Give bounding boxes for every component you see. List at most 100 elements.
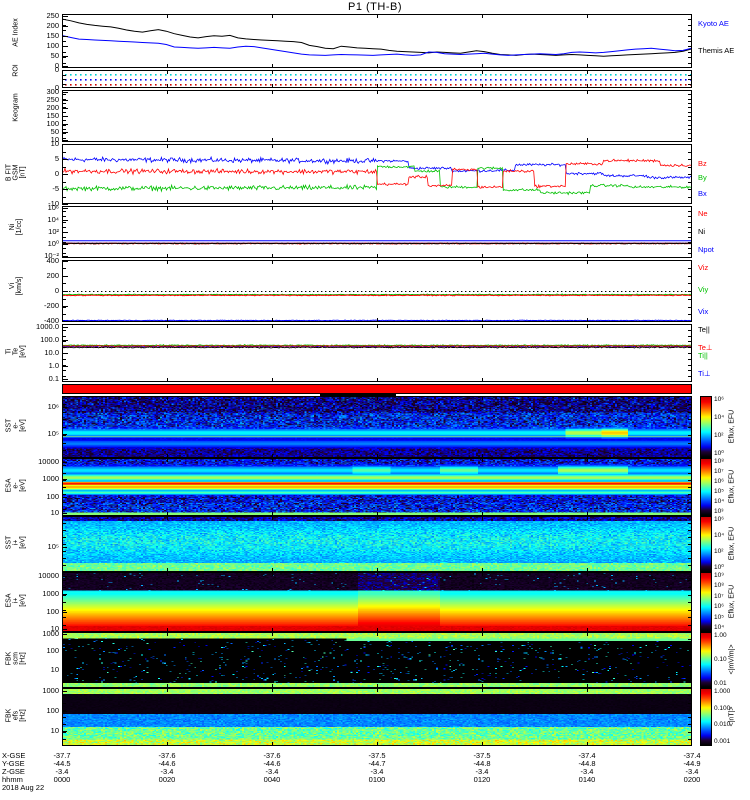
axis-tick	[272, 516, 273, 520]
axis-tick	[377, 572, 378, 576]
x-axis-tick-value: -3.4	[55, 767, 69, 776]
axis-tick	[688, 530, 692, 531]
x-axis-tick-value: -44.8	[473, 759, 491, 768]
axis-tick	[62, 558, 66, 559]
axis-tick	[688, 646, 692, 647]
axis-tick	[688, 365, 692, 366]
x-axis-tick-value: -37.5	[473, 751, 491, 760]
axis-tick	[167, 14, 168, 18]
axis-tick	[482, 200, 483, 204]
axis-tick	[688, 695, 692, 696]
axis-tick	[167, 206, 168, 210]
colorbar-tick-label: 10³	[714, 508, 724, 515]
axis-tick	[587, 568, 588, 572]
y-tick-label: 1000	[42, 629, 59, 638]
colorbar-tick-label: 10⁶	[714, 478, 724, 485]
y-tick-label: 10.0	[44, 348, 59, 357]
y-tick-label: 10⁶	[47, 402, 59, 411]
axis-tick	[587, 516, 588, 520]
axis-tick	[482, 14, 483, 18]
axis-tick	[688, 336, 692, 337]
axis-tick	[62, 465, 66, 466]
x-axis-tick-value: -44.9	[683, 759, 701, 768]
colorbar-tick-label: 10⁰	[714, 564, 724, 571]
axis-tick	[272, 688, 273, 692]
axis-tick	[272, 206, 273, 210]
axis-tick	[62, 587, 66, 588]
axis-tick	[62, 232, 68, 233]
x-axis-tick-value: -37.4	[578, 751, 596, 760]
x-axis-tick-value: -3.4	[160, 767, 174, 776]
axis-tick	[272, 144, 273, 148]
x-axis-tick-value: -44.8	[578, 759, 596, 768]
axis-tick	[587, 70, 588, 74]
axis-tick	[272, 454, 273, 458]
panel-keogram	[62, 90, 692, 142]
y-tick-label: 0.1	[48, 374, 59, 383]
y-tick-label: 100	[46, 706, 59, 715]
axis-tick	[377, 454, 378, 458]
axis-tick	[167, 378, 168, 382]
axis-tick	[62, 211, 66, 212]
axis-tick	[62, 100, 68, 101]
colorbar-tick-label: 10⁷	[714, 593, 724, 600]
axis-tick	[688, 565, 692, 566]
axis-tick	[587, 84, 588, 88]
panel-ti	[62, 324, 692, 382]
axis-tick	[272, 324, 273, 328]
axis-tick	[482, 254, 483, 258]
axis-tick	[62, 132, 68, 133]
axis-tick	[688, 537, 692, 538]
axis-tick	[272, 742, 273, 746]
y-tick-label: 250	[46, 95, 59, 104]
legend-label-npot: Npot	[698, 245, 714, 254]
axis-tick	[688, 341, 692, 342]
axis-tick	[587, 90, 588, 94]
y-tick-label: 200	[46, 271, 59, 280]
esa_e-spectrogram	[63, 459, 691, 515]
axis-tick	[482, 632, 483, 636]
axis-tick	[688, 189, 692, 190]
axis-tick	[62, 404, 66, 405]
axis-tick	[587, 684, 588, 688]
axis-tick	[62, 204, 68, 205]
axis-tick	[62, 379, 68, 380]
panel-vi	[62, 260, 692, 322]
legend-label-themis-ae: Themis AE	[698, 46, 735, 55]
axis-tick	[62, 366, 68, 367]
x-axis-tick-value: -44.6	[158, 759, 176, 768]
axis-tick	[688, 419, 692, 420]
axis-tick	[688, 502, 692, 503]
axis-tick	[62, 75, 66, 76]
roi-dotted-series	[65, 74, 691, 86]
axis-tick	[62, 547, 67, 548]
axis-tick	[62, 116, 68, 117]
axis-tick	[62, 724, 66, 725]
axis-tick	[272, 254, 273, 258]
axis-tick	[482, 458, 483, 462]
legend-label-bz: Bz	[698, 159, 707, 168]
axis-tick	[62, 189, 68, 190]
y-tick-label: 100	[46, 41, 59, 50]
axis-tick	[62, 276, 68, 277]
axis-tick	[272, 632, 273, 636]
axis-tick	[377, 206, 378, 210]
axis-tick	[688, 359, 692, 360]
axis-tick	[688, 46, 692, 47]
axis-tick	[377, 632, 378, 636]
axis-tick	[62, 268, 66, 269]
axis-tick	[62, 509, 66, 510]
y-tick-label: 1.0	[48, 361, 59, 370]
axis-tick	[688, 473, 692, 474]
axis-tick	[688, 268, 692, 269]
axis-tick	[688, 625, 692, 626]
axis-tick	[688, 610, 692, 611]
axis-tick	[688, 57, 692, 58]
axis-tick	[62, 653, 66, 654]
axis-tick	[482, 90, 483, 94]
axis-tick	[377, 200, 378, 204]
axis-tick	[688, 639, 692, 640]
axis-tick	[688, 159, 692, 160]
axis-tick	[482, 144, 483, 148]
axis-tick	[688, 314, 692, 315]
